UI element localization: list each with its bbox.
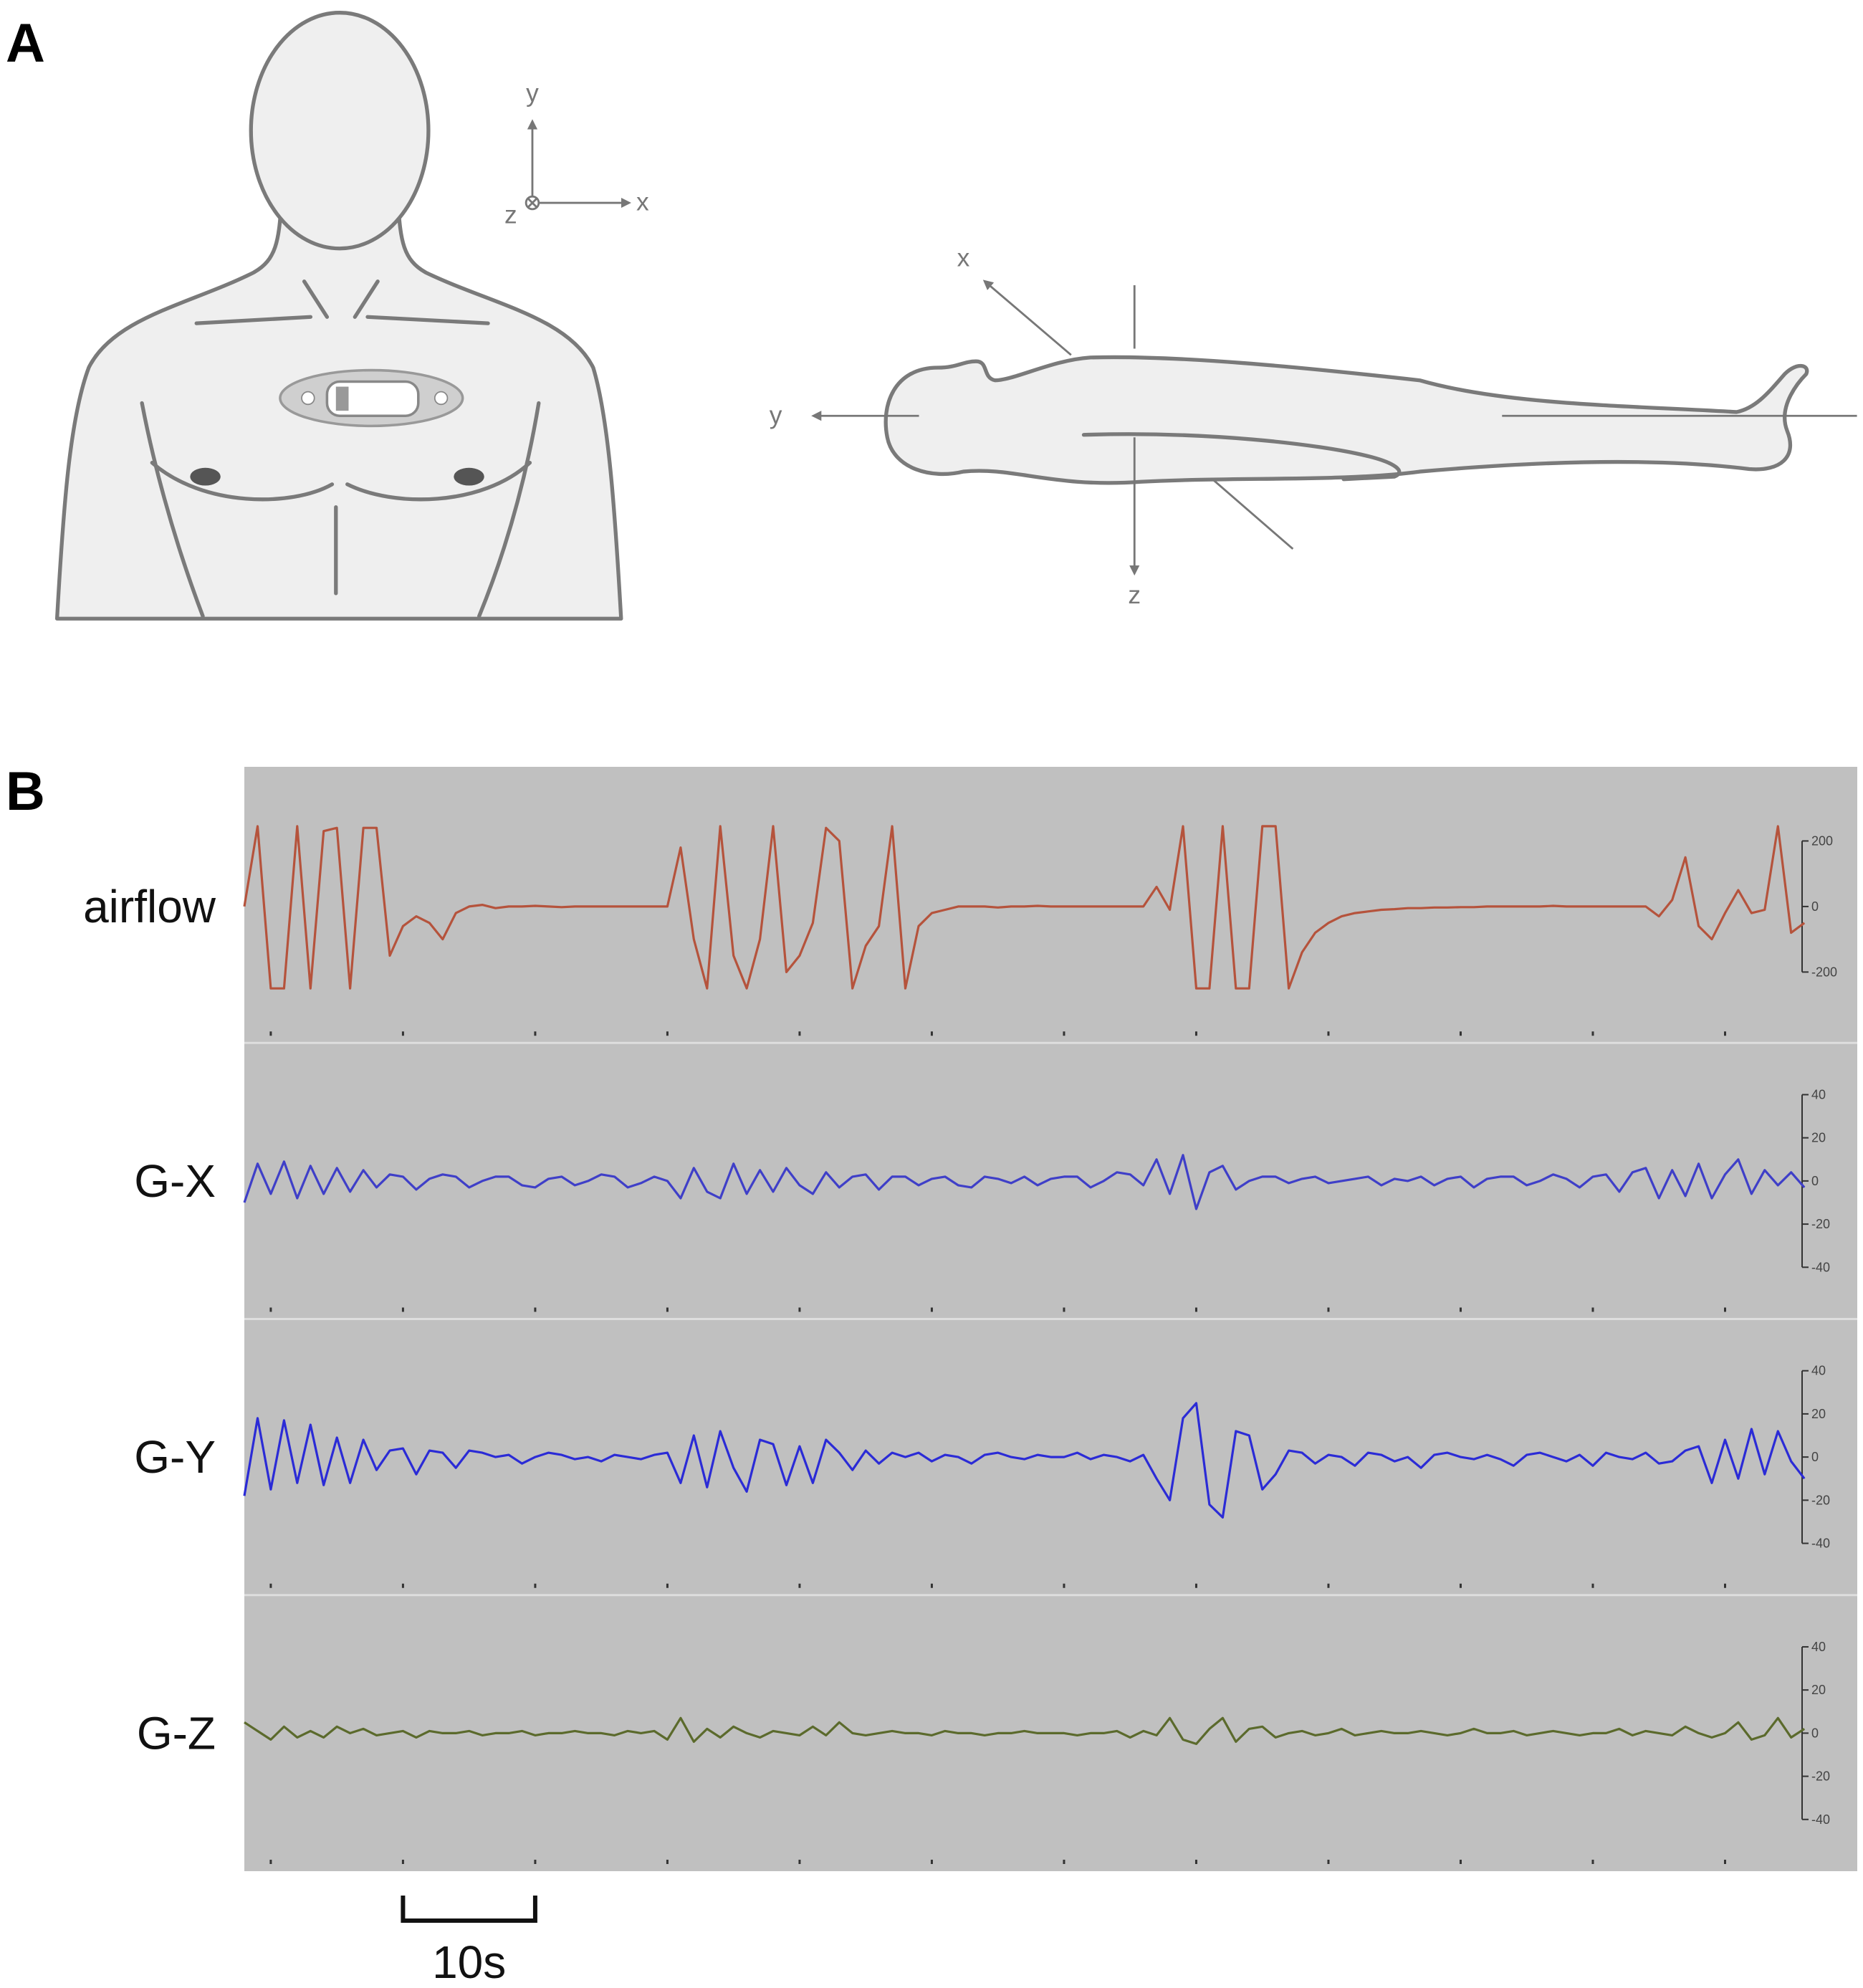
panel-a-illustration: y x z x y z	[54, 11, 1857, 621]
sensor-battery	[335, 386, 349, 411]
y-tick-label: -40	[1811, 1812, 1830, 1827]
y-tick-label: -40	[1811, 1260, 1830, 1274]
axis-arrow	[982, 279, 1072, 356]
body-lines	[140, 279, 541, 618]
series-label: G-X	[134, 1155, 216, 1207]
y-tick-label: 40	[1811, 1640, 1826, 1654]
series-label: airflow	[83, 881, 216, 932]
signal-line	[243, 825, 1806, 990]
scale-bar-label: 10s	[432, 1936, 506, 1988]
lying-body	[883, 355, 1809, 485]
y-tick-label: 0	[1811, 1174, 1819, 1188]
y-tick-label: -20	[1811, 1769, 1830, 1784]
axis-origin	[527, 197, 538, 209]
panel-label: A	[6, 13, 45, 74]
y-tick-label: 0	[1811, 1726, 1819, 1740]
head	[249, 11, 431, 251]
y-tick-label: 0	[1811, 1450, 1819, 1464]
y-tick-label: 0	[1811, 899, 1819, 914]
axis-label: z	[1128, 581, 1141, 609]
sensor	[325, 380, 420, 418]
nipple	[190, 467, 221, 486]
series-label: G-Y	[134, 1431, 216, 1483]
axis-label: z	[504, 201, 517, 229]
panel-label: B	[6, 761, 45, 822]
y-tick-label: 20	[1811, 1683, 1826, 1697]
sensor-snap	[301, 391, 315, 406]
y-tick-label: 40	[1811, 1087, 1826, 1101]
series-label: G-Z	[137, 1707, 216, 1759]
y-tick-label: -20	[1811, 1493, 1830, 1507]
arm	[1081, 432, 1402, 482]
y-tick-label: 200	[1811, 833, 1833, 848]
axis-label: x	[957, 244, 970, 272]
signal-line	[243, 1402, 1806, 1519]
y-tick-label: -20	[1811, 1217, 1830, 1231]
y-tick-label: 20	[1811, 1131, 1826, 1145]
y-tick-label: -200	[1811, 965, 1837, 979]
scale-bar	[401, 1896, 537, 1923]
nipple	[454, 467, 484, 486]
signal-line	[244, 1716, 1806, 1745]
signal-line	[243, 1154, 1806, 1210]
y-tick-label: 20	[1811, 1407, 1826, 1421]
y-tick-label: 40	[1811, 1364, 1826, 1378]
axis-label: y	[526, 80, 539, 107]
sensor-snap	[434, 391, 449, 406]
y-tick-label: -40	[1811, 1537, 1830, 1551]
axis-label: x	[636, 188, 649, 216]
axis-label: y	[770, 401, 782, 429]
